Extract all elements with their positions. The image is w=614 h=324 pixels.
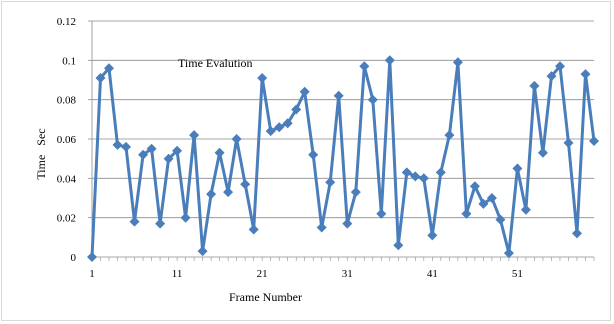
data-point <box>589 136 599 146</box>
data-point <box>172 145 183 156</box>
y-tick-label: 0.08 <box>57 95 77 107</box>
x-tick-label: 11 <box>172 268 183 280</box>
x-axis-title: Frame Number <box>229 290 302 304</box>
data-point <box>376 208 387 219</box>
data-point <box>495 214 506 225</box>
data-point <box>146 143 157 154</box>
data-point <box>359 61 370 72</box>
data-point <box>537 147 548 158</box>
x-tick-label: 31 <box>342 268 353 280</box>
data-point <box>248 224 259 235</box>
data-point <box>121 141 131 152</box>
y-axis-title: Time Sec <box>34 128 48 179</box>
data-point <box>214 147 225 158</box>
data-point <box>155 218 166 229</box>
data-point <box>580 69 591 80</box>
y-tick-label: 0.12 <box>57 16 76 28</box>
data-point <box>367 94 378 105</box>
data-point <box>555 61 565 72</box>
data-point <box>486 193 497 203</box>
data-point <box>87 252 97 262</box>
data-point <box>282 118 293 129</box>
x-tick-label: 1 <box>89 268 95 280</box>
data-point <box>478 198 489 209</box>
data-point <box>410 171 421 182</box>
data-point <box>257 73 268 83</box>
data-point <box>461 208 472 219</box>
data-point <box>520 204 531 215</box>
chart-title: Time Evalution <box>178 56 253 70</box>
data-point <box>189 130 200 141</box>
data-point <box>418 173 429 184</box>
data-point <box>350 187 361 198</box>
data-point <box>316 222 327 233</box>
axes <box>88 20 595 261</box>
y-tick-label: 0.06 <box>57 134 77 146</box>
data-point <box>512 163 523 174</box>
y-tick-label: 0.04 <box>57 173 77 185</box>
data-point <box>240 179 251 190</box>
data-point <box>435 167 446 178</box>
y-tick-label: 0.1 <box>62 55 76 67</box>
data-point <box>197 246 208 257</box>
data-point <box>427 230 438 241</box>
data-point <box>563 137 574 148</box>
data-point <box>206 189 217 200</box>
data-point <box>223 187 234 198</box>
y-tick-label: 0.02 <box>57 213 76 225</box>
series-time <box>87 55 599 262</box>
y-tick-labels: 0 0.02 0.04 0.06 0.08 0.1 0.12 <box>57 16 77 264</box>
data-point <box>291 104 302 115</box>
data-point <box>572 228 582 239</box>
data-point <box>503 248 514 259</box>
data-point <box>129 216 140 227</box>
data-point <box>163 153 174 164</box>
data-point <box>274 122 285 133</box>
x-tick-label: 51 <box>512 268 523 280</box>
data-point <box>444 130 455 141</box>
gridlines <box>92 20 594 219</box>
x-tick-labels: 1 11 21 31 41 51 <box>89 268 523 280</box>
data-point <box>265 126 276 137</box>
data-point <box>469 181 480 192</box>
data-point <box>333 90 344 101</box>
data-point <box>529 80 540 91</box>
data-point <box>138 149 149 160</box>
data-point <box>393 240 404 251</box>
data-point <box>231 134 242 144</box>
x-tick-label: 21 <box>257 268 268 280</box>
data-point <box>401 167 412 178</box>
y-tick-label: 0 <box>71 252 77 264</box>
data-point <box>299 86 310 97</box>
data-point <box>342 218 353 229</box>
data-point <box>180 212 191 223</box>
data-point <box>546 71 557 82</box>
data-point <box>95 73 106 83</box>
x-tick-label: 41 <box>427 268 438 280</box>
data-point <box>384 55 395 66</box>
data-point <box>325 177 336 188</box>
data-point <box>308 149 319 160</box>
data-point <box>452 57 463 68</box>
data-point <box>112 139 123 150</box>
